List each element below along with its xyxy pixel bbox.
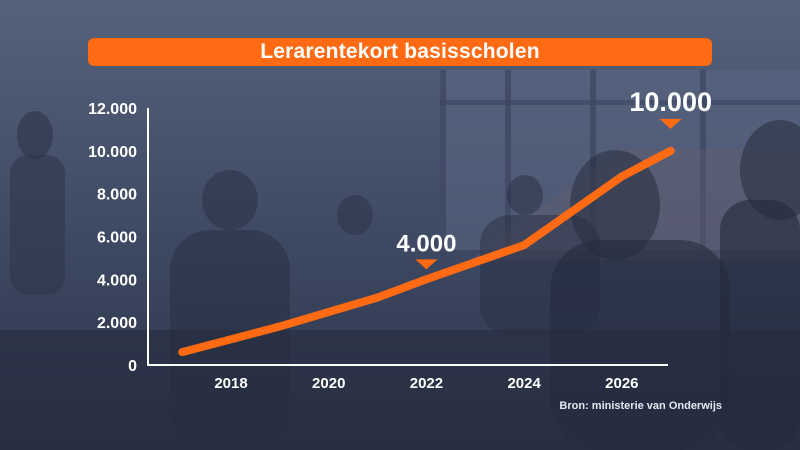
y-tick-label: 6.000 — [97, 230, 137, 247]
y-tick-label: 4.000 — [97, 272, 137, 289]
y-tick-label: 0 — [128, 358, 137, 375]
chart-title-bar: Lerarentekort basisscholen — [88, 38, 712, 66]
y-tick-label: 12.000 — [88, 101, 137, 118]
y-tick-label: 8.000 — [97, 187, 137, 204]
annotation-label: 10.000 — [629, 87, 712, 117]
chart-title: Lerarentekort basisscholen — [260, 40, 540, 63]
x-tick-label: 2026 — [605, 375, 638, 392]
chart-series — [178, 146, 675, 357]
x-tick-label: 2024 — [507, 375, 541, 392]
x-tick-label: 2020 — [312, 375, 345, 392]
x-tick-label: 2018 — [214, 375, 247, 392]
source-note: Bron: ministerie van Onderwijs — [559, 400, 722, 412]
annotation-marker — [659, 118, 682, 129]
annotation-label: 4.000 — [396, 230, 456, 257]
chart-annotations: 4.000 10.000 — [396, 87, 712, 270]
y-tick-label: 10.000 — [88, 144, 137, 161]
x-tick-label: 2022 — [410, 375, 443, 392]
y-tick-label: 2.000 — [97, 315, 137, 332]
chart-axes — [147, 108, 668, 366]
series-line — [178, 146, 675, 357]
y-axis-ticks: 0 2.000 4.000 6.000 8.000 10.000 12.000 — [88, 101, 137, 375]
annotation-marker — [415, 259, 438, 270]
x-axis-ticks: 2018 2020 2022 2024 2026 — [214, 375, 638, 392]
